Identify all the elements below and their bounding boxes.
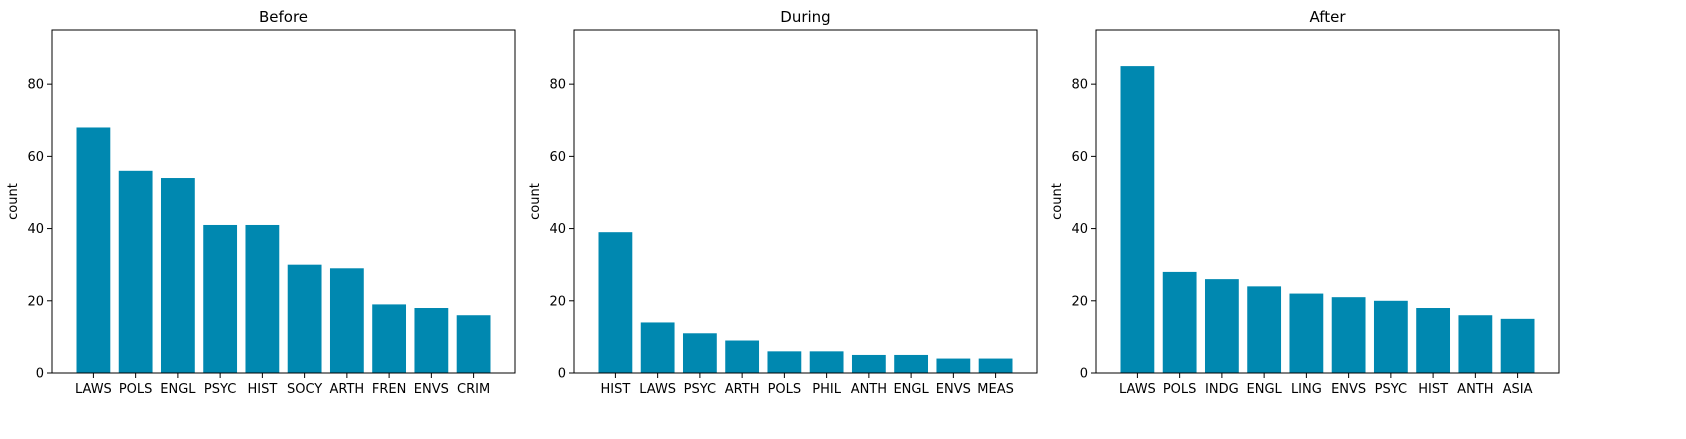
x-tick-label: ENGL (1247, 382, 1283, 397)
plot-frame (51, 29, 516, 374)
bar-phil (809, 351, 844, 373)
bar-engl (894, 354, 929, 373)
x-tick-label: LAWS (1119, 382, 1156, 397)
y-tick-label: 80 (549, 78, 566, 93)
x-tick-label: HIST (600, 382, 630, 397)
x-tick-label: INDG (1205, 382, 1239, 397)
y-tick-label: 60 (1071, 150, 1088, 165)
chart-title: After (1309, 8, 1346, 26)
x-tick-label: ASIA (1503, 382, 1533, 397)
y-tick-label: 20 (27, 294, 44, 309)
y-tick-label: 0 (558, 367, 566, 382)
x-tick-label: ENVS (414, 382, 449, 397)
bar-pols (1162, 271, 1197, 373)
y-tick-label: 60 (27, 150, 44, 165)
bar-pols (118, 170, 153, 373)
bar-indg (1204, 279, 1239, 373)
y-axis-label: count (528, 183, 543, 220)
bar-laws (76, 127, 111, 373)
bar-laws (640, 322, 675, 373)
x-tick-label: PHIL (812, 382, 841, 397)
chart-title: During (780, 8, 830, 26)
x-tick-label: POLS (119, 382, 153, 397)
bar-hist (598, 232, 633, 373)
bar-anth (851, 354, 886, 373)
y-axis-label: count (6, 183, 21, 220)
y-axis-label: count (1050, 183, 1065, 220)
bar-arth (329, 268, 364, 373)
y-tick-label: 40 (549, 222, 566, 237)
x-tick-label: POLS (1163, 382, 1197, 397)
bar-arth (725, 340, 760, 373)
plot-frame (1095, 29, 1560, 374)
bar-psyc (682, 333, 717, 373)
bar-laws (1120, 66, 1155, 374)
x-tick-label: ENGL (160, 382, 196, 397)
bar-engl (160, 178, 195, 373)
bar-pols (767, 351, 802, 373)
x-tick-label: MEAS (977, 382, 1014, 397)
y-tick-label: 20 (1071, 294, 1088, 309)
x-tick-label: PSYC (684, 382, 716, 397)
x-tick-label: ENVS (1331, 382, 1366, 397)
bar-crim (456, 315, 491, 373)
bar-hist (1416, 308, 1451, 373)
y-tick-label: 60 (549, 150, 566, 165)
x-tick-label: LING (1291, 382, 1322, 397)
x-tick-label: ANTH (1457, 382, 1493, 397)
x-tick-label: POLS (768, 382, 802, 397)
bar-envs (414, 308, 449, 373)
bar-psyc (1373, 300, 1408, 373)
x-tick-label: LAWS (639, 382, 676, 397)
bar-envs (1331, 297, 1366, 373)
x-tick-label: PSYC (1375, 382, 1407, 397)
x-tick-label: ANTH (851, 382, 887, 397)
chart-title: Before (259, 8, 308, 26)
x-tick-label: ARTH (725, 382, 760, 397)
x-tick-label: ENGL (893, 382, 929, 397)
x-tick-label: CRIM (457, 382, 490, 397)
x-tick-label: HIST (1418, 382, 1448, 397)
bar-fren (372, 304, 407, 373)
x-tick-label: HIST (247, 382, 277, 397)
plot-frame (573, 29, 1038, 374)
bar-ling (1289, 293, 1324, 373)
chart-panel-after: 0 20 40 60 80 LAWS POLS INDG ENGL LING ENVS PSYC HIS… (1050, 8, 1560, 397)
bar-hist (245, 224, 280, 373)
y-tick-label: 40 (27, 222, 44, 237)
y-tick-label: 0 (1080, 367, 1088, 382)
chart-panel-before: 0 20 40 60 80 LAWS POLS ENGL PSYC HIST SOCY ARTH FRE… (6, 8, 516, 397)
x-tick-label: FREN (372, 382, 406, 397)
y-tick-label: 40 (1071, 222, 1088, 237)
y-tick-label: 0 (36, 367, 44, 382)
bar-engl (1247, 286, 1282, 373)
chart-panel-during: 0 20 40 60 80 HIST LAWS PSYC ARTH POLS PHIL ANTH ENG… (528, 8, 1038, 397)
x-tick-label: SOCY (287, 382, 322, 397)
x-tick-label: ARTH (330, 382, 365, 397)
bar-socy (287, 264, 322, 373)
y-tick-label: 80 (27, 78, 44, 93)
bar-meas (978, 358, 1013, 373)
bar-envs (936, 358, 971, 373)
x-tick-label: PSYC (204, 382, 236, 397)
bar-psyc (203, 224, 238, 373)
x-tick-label: ENVS (936, 382, 971, 397)
y-tick-label: 20 (549, 294, 566, 309)
y-tick-label: 80 (1071, 78, 1088, 93)
x-tick-label: LAWS (75, 382, 112, 397)
bar-anth (1458, 315, 1493, 373)
bar-asia (1500, 318, 1535, 373)
